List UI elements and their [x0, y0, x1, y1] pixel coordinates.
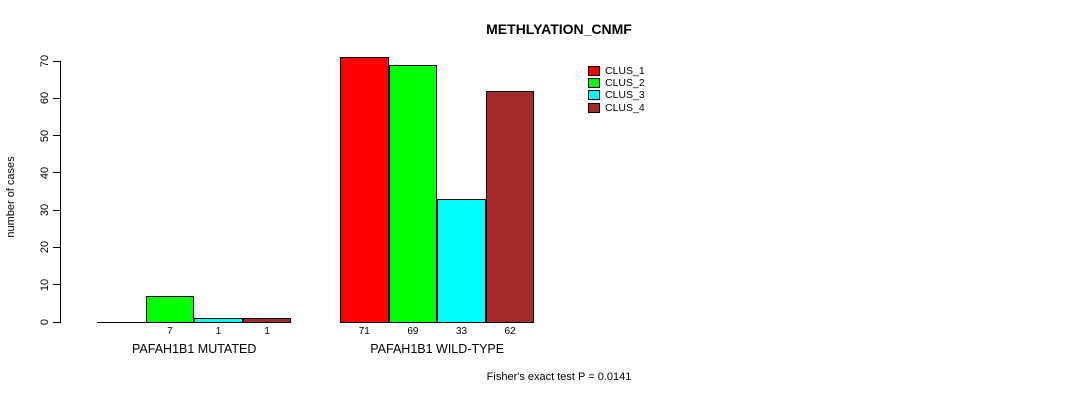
y-tick-label: 40: [39, 166, 51, 179]
bar-clus-4-group1: [485, 90, 535, 323]
legend-item: CLUS_3: [588, 89, 645, 102]
x-category-label: PAFAH1B1 MUTATED: [132, 342, 257, 356]
y-tick-label: 70: [39, 54, 51, 68]
bar-clus-2-group0: [145, 295, 195, 323]
legend-item: CLUS_1: [588, 64, 645, 77]
x-category-label: PAFAH1B1 WILD-TYPE: [370, 342, 505, 356]
bar-clus-1-group1: [340, 57, 389, 323]
bar-value-label: 69: [407, 326, 419, 337]
bar-clus-3-group0: [194, 318, 243, 323]
legend-label: CLUS_3: [605, 89, 645, 102]
bar-value-label: 71: [358, 326, 370, 337]
y-tick-label: 30: [39, 204, 51, 217]
legend-color-swatch: [588, 102, 600, 113]
y-tick-label: 50: [39, 129, 51, 142]
y-tick-mark: [53, 246, 61, 248]
bar-value-label: 1: [264, 326, 270, 337]
legend-label: CLUS_1: [605, 64, 645, 77]
chart-title: METHLYATION_CNMF: [486, 21, 632, 37]
y-axis-line: [60, 61, 61, 323]
bar-clus-3-group1: [437, 198, 486, 323]
legend-label: CLUS_2: [605, 76, 645, 89]
bar-value-label: 1: [215, 326, 222, 337]
bar-clus-1-group0-zero: [97, 322, 146, 323]
bar-clus-4-group0: [242, 318, 292, 323]
y-tick-mark: [53, 60, 61, 62]
bar-value-label: 62: [504, 326, 516, 337]
legend: CLUS_1 CLUS_2 CLUS_3 CLUS_4: [588, 64, 645, 114]
legend-color-swatch: [588, 90, 600, 101]
bar-value-label: 7: [167, 326, 173, 337]
legend-item: CLUS_4: [588, 101, 645, 114]
y-axis-label: number of cases: [5, 156, 17, 238]
fisher-test-annotation: Fisher's exact test P = 0.0141: [486, 371, 632, 383]
legend-color-swatch: [588, 77, 600, 88]
y-tick-label: 60: [39, 92, 51, 105]
legend-label: CLUS_4: [605, 101, 645, 114]
y-tick-label: 20: [39, 241, 51, 254]
y-tick-mark: [53, 172, 61, 174]
y-tick-label: 10: [39, 278, 51, 291]
bar-value-label: 33: [455, 326, 468, 337]
legend-item: CLUS_2: [588, 76, 645, 89]
y-tick-mark: [53, 97, 61, 99]
bar-clus-2-group1: [388, 64, 438, 323]
y-tick-mark: [53, 209, 61, 211]
y-tick-label: 0: [39, 318, 51, 326]
y-tick-mark: [53, 284, 61, 286]
y-tick-mark: [53, 135, 61, 137]
y-tick-mark: [53, 321, 61, 323]
legend-color-swatch: [588, 65, 600, 76]
